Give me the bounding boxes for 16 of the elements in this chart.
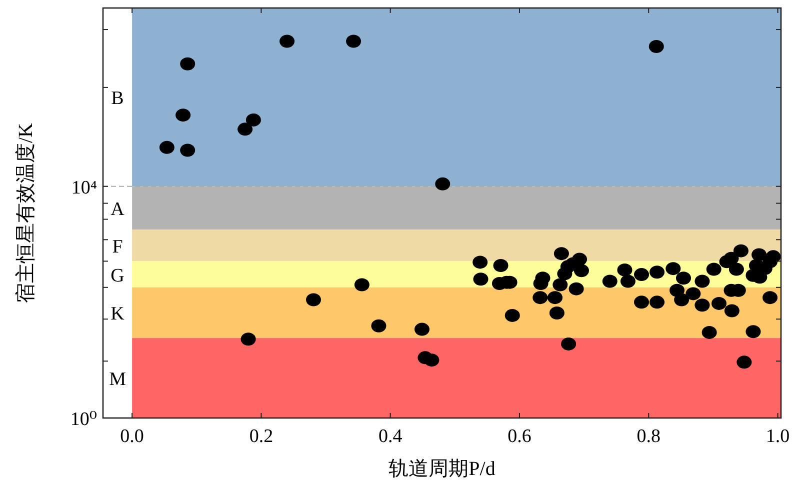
x-tick-label: 0.8 [636,426,661,447]
band-label: A [110,198,125,220]
x-tick-label: 0.2 [249,426,274,447]
band-label: B [111,88,124,110]
band-label: G [110,265,125,286]
x-tick-label: 0.6 [508,426,532,447]
x-tick-label: 1.0 [766,426,790,447]
band-label: K [110,304,125,325]
band-label: F [112,236,123,258]
y-tick-label: 10⁴ [71,177,98,198]
x-tick-label: 0.0 [120,426,144,447]
x-axis-title: 轨道周期P/d [388,458,496,480]
y-axis-title: 宿主恒星有效温度/K [14,122,37,303]
band-label: M [109,369,126,390]
x-tick-label: 0.4 [378,426,403,447]
y-tick-label: 10⁰ [70,409,98,430]
